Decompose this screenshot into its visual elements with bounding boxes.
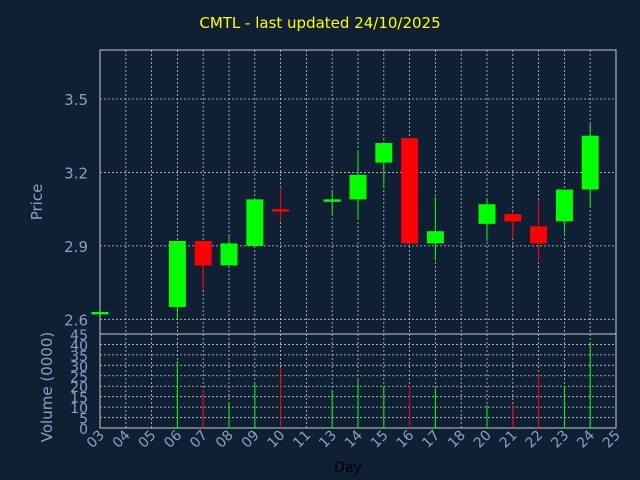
volume-tick-label: 0 (79, 422, 88, 438)
price-axis-label: Price (28, 184, 46, 221)
volume-tick-label: 30 (70, 359, 88, 375)
price-tick-label: 3.5 (64, 91, 88, 109)
candle-body (426, 231, 444, 244)
x-tick-label: 20 (471, 428, 495, 452)
x-tick-label: 13 (316, 428, 340, 452)
volume-tick-label: 35 (70, 349, 88, 365)
x-tick-label: 10 (265, 428, 289, 452)
x-tick-label: 18 (445, 428, 469, 452)
x-tick-label: 09 (239, 428, 263, 452)
price-tick-label: 2.6 (64, 311, 88, 329)
candle-body (323, 199, 341, 202)
volume-tick-label: 10 (70, 401, 88, 417)
x-tick-label: 25 (600, 428, 624, 452)
x-tick-label: 08 (213, 428, 237, 452)
price-tick-label: 2.9 (64, 238, 88, 256)
x-tick-label: 06 (161, 427, 185, 451)
candle-body (530, 226, 548, 244)
x-tick-label: 22 (523, 428, 547, 452)
candle-body (555, 189, 573, 222)
x-tick-label: 11 (290, 428, 314, 452)
volume-tick-label: 45 (70, 328, 88, 344)
x-tick-label: 04 (110, 427, 134, 451)
candle-body (194, 240, 212, 266)
candle-body (246, 199, 264, 246)
x-tick-label: 05 (136, 428, 160, 452)
volume-tick-label: 5 (79, 412, 88, 428)
volume-tick-label: 15 (70, 391, 88, 407)
x-tick-label: 14 (342, 427, 366, 451)
candle-body (349, 174, 367, 200)
x-tick-label: 16 (394, 427, 418, 451)
x-tick-label: 24 (574, 427, 598, 451)
volume-axis-label: Volume (0000) (38, 332, 56, 442)
candle-body (504, 214, 522, 222)
x-tick-label: 17 (419, 428, 443, 452)
candle-body (478, 204, 496, 224)
chart-title: CMTL - last updated 24/10/2025 (199, 14, 441, 32)
x-tick-label: 07 (187, 428, 211, 452)
x-tick-label: 15 (368, 428, 392, 452)
candle-body (168, 240, 186, 308)
candle-body (91, 311, 109, 315)
candle-body (220, 243, 238, 266)
x-tick-label: 23 (548, 428, 572, 452)
volume-tick-label: 20 (70, 380, 88, 396)
price-tick-label: 3.2 (64, 164, 88, 182)
volume-tick-label: 40 (70, 338, 88, 354)
volume-tick-label: 25 (70, 370, 88, 386)
candle-body (272, 209, 290, 212)
candle-body (375, 143, 393, 163)
x-axis-label: Day (334, 460, 362, 476)
candle-body (581, 135, 599, 190)
candle-body (401, 138, 419, 244)
x-tick-label: 21 (497, 428, 521, 452)
